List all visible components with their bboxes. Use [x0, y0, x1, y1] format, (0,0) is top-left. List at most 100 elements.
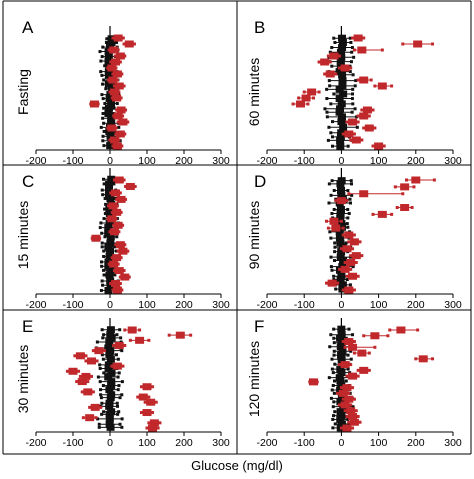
black-point	[104, 361, 113, 369]
black-point	[107, 114, 116, 122]
red-errorbar-cap	[338, 363, 342, 367]
red-errorbar-cap	[126, 249, 130, 253]
red-point	[90, 403, 100, 411]
red-errorbar-cap	[373, 84, 377, 88]
red-errorbar-cap	[349, 66, 353, 70]
black-errorbar-cap	[328, 230, 332, 234]
black-errorbar-cap	[98, 366, 102, 370]
black-errorbar-cap	[120, 425, 124, 429]
panel-ylabel: 120 minutes	[246, 341, 262, 417]
black-errorbar-cap	[329, 265, 333, 269]
black-point	[105, 210, 114, 218]
red-errorbar-cap	[118, 191, 122, 195]
red-errorbar-cap	[412, 185, 416, 189]
black-errorbar-cap	[100, 279, 104, 283]
black-errorbar-cap	[102, 78, 106, 82]
black-errorbar-cap	[97, 422, 101, 426]
black-errorbar-cap	[100, 260, 104, 264]
black-errorbar-cap	[331, 405, 335, 409]
black-errorbar-cap	[355, 125, 359, 129]
red-errorbar-cap	[345, 120, 349, 124]
red-errorbar-cap	[323, 72, 327, 76]
black-errorbar-cap	[96, 417, 100, 421]
red-point	[359, 366, 369, 374]
black-errorbar-cap	[102, 177, 106, 181]
red-errorbar-cap	[356, 368, 360, 372]
red-point	[109, 260, 119, 268]
red-point	[301, 94, 311, 102]
red-errorbar-cap	[352, 132, 356, 136]
red-errorbar-cap	[371, 108, 375, 112]
red-point	[344, 338, 354, 346]
red-point	[329, 217, 339, 225]
black-errorbar-cap	[325, 97, 329, 101]
black-errorbar-cap	[349, 357, 353, 361]
black-errorbar-cap	[115, 401, 119, 405]
black-errorbar-cap	[113, 273, 117, 277]
black-errorbar-cap	[326, 138, 330, 142]
black-errorbar-cap	[344, 241, 348, 245]
black-errorbar-cap	[329, 255, 333, 259]
black-errorbar-cap	[100, 231, 104, 235]
black-errorbar-cap	[327, 182, 331, 186]
black-point	[107, 382, 116, 390]
red-errorbar-cap	[325, 281, 329, 285]
black-errorbar-cap	[349, 179, 353, 183]
red-errorbar-cap	[349, 267, 353, 271]
red-errorbar-cap	[356, 114, 360, 118]
panel-letter: F	[254, 317, 264, 336]
red-errorbar-cap	[139, 385, 143, 389]
red-point	[331, 224, 341, 232]
red-errorbar-cap	[352, 288, 356, 292]
red-errorbar-cap	[118, 60, 122, 64]
black-errorbar-cap	[351, 87, 355, 91]
black-point	[336, 136, 345, 144]
red-errorbar-cap	[143, 400, 147, 404]
red-errorbar-cap	[369, 78, 373, 82]
black-errorbar-cap	[103, 207, 107, 211]
red-errorbar-cap	[416, 328, 420, 332]
red-errorbar-cap	[118, 282, 122, 286]
black-errorbar-cap	[331, 417, 335, 421]
black-point	[336, 343, 345, 351]
red-point	[87, 357, 96, 365]
black-point	[338, 281, 347, 289]
black-errorbar-cap	[333, 362, 337, 366]
black-errorbar-cap	[327, 125, 331, 129]
red-point	[112, 208, 122, 216]
black-errorbar-cap	[330, 367, 334, 371]
red-point	[295, 100, 305, 108]
black-errorbar-cap	[330, 268, 334, 272]
x-tick-label: 200	[407, 437, 425, 449]
red-errorbar-cap	[352, 397, 356, 401]
black-errorbar-cap	[354, 79, 358, 83]
red-errorbar-cap	[99, 405, 103, 409]
red-point	[320, 58, 330, 66]
black-errorbar-cap	[120, 393, 124, 397]
black-errorbar-cap	[332, 207, 336, 211]
red-point	[396, 326, 406, 334]
red-errorbar-cap	[343, 345, 347, 349]
red-point	[340, 401, 350, 409]
red-errorbar-cap	[339, 247, 343, 251]
red-point	[83, 388, 93, 396]
black-errorbar-cap	[103, 196, 107, 200]
red-point	[309, 378, 318, 386]
red-point	[413, 40, 423, 48]
x-tick-label: 0	[107, 299, 113, 311]
black-errorbar-cap	[351, 405, 355, 409]
red-point	[342, 245, 352, 253]
red-errorbar-cap	[81, 416, 85, 420]
black-errorbar-cap	[327, 79, 331, 83]
red-point	[340, 361, 350, 369]
red-errorbar-cap	[297, 96, 301, 100]
black-errorbar-cap	[331, 384, 335, 388]
black-errorbar-cap	[95, 340, 99, 344]
red-errorbar-cap	[352, 48, 356, 52]
black-point	[336, 365, 345, 373]
black-errorbar-cap	[330, 46, 334, 50]
black-point	[106, 247, 115, 255]
black-point	[337, 382, 346, 390]
red-errorbar-cap	[84, 354, 88, 358]
panel-letter: D	[254, 172, 266, 191]
